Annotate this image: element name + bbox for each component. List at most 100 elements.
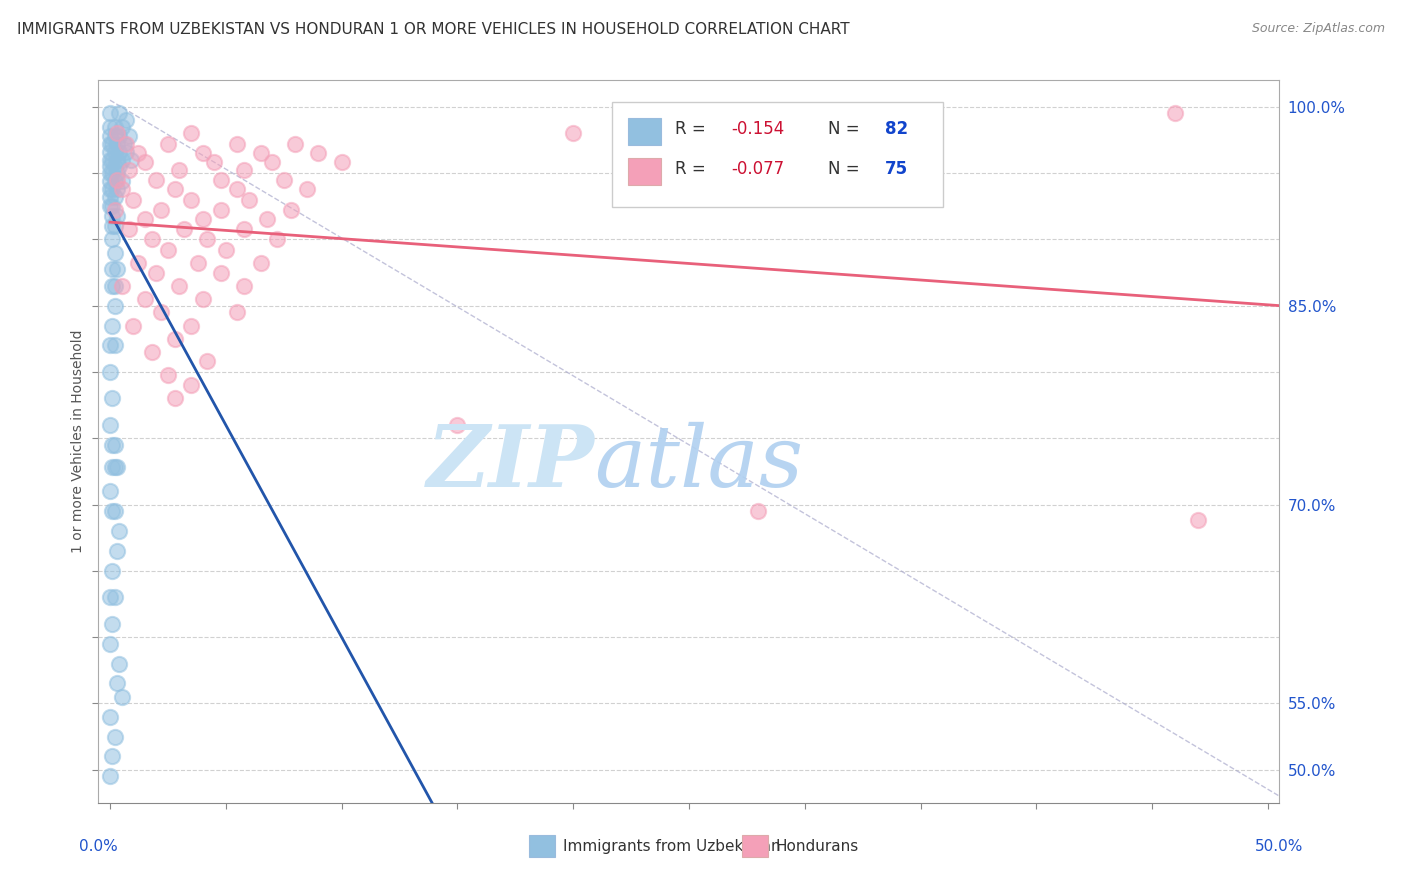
Point — [101, 166, 124, 180]
Point — [101, 318, 124, 333]
Point — [105, 676, 128, 690]
Point — [98, 160, 121, 174]
Point — [115, 113, 138, 128]
Point — [98, 338, 121, 352]
Text: -0.154: -0.154 — [731, 120, 785, 137]
Point — [98, 174, 121, 188]
Text: ZIP: ZIP — [426, 421, 595, 505]
Point — [169, 163, 191, 178]
Point — [98, 166, 121, 180]
Point — [105, 182, 128, 196]
Point — [1164, 106, 1187, 120]
Point — [266, 232, 288, 246]
Point — [120, 153, 142, 167]
Point — [115, 136, 138, 151]
Point — [117, 128, 139, 143]
Point — [145, 172, 167, 186]
FancyBboxPatch shape — [627, 158, 661, 185]
Point — [187, 256, 209, 270]
Point — [101, 136, 124, 151]
Point — [202, 155, 225, 169]
Y-axis label: 1 or more Vehicles in Household: 1 or more Vehicles in Household — [70, 330, 84, 553]
Point — [101, 749, 124, 764]
Point — [98, 190, 121, 204]
Point — [256, 212, 278, 227]
Point — [1187, 513, 1209, 527]
Point — [105, 172, 128, 186]
Point — [112, 136, 135, 151]
Point — [108, 128, 131, 143]
Point — [163, 332, 186, 346]
Point — [101, 278, 124, 293]
Point — [105, 153, 128, 167]
Point — [249, 146, 271, 161]
Point — [101, 199, 124, 213]
Point — [98, 591, 121, 605]
Point — [98, 136, 121, 151]
Point — [115, 145, 138, 159]
Point — [238, 193, 260, 207]
Point — [163, 392, 186, 406]
Point — [104, 190, 127, 204]
Point — [105, 544, 128, 558]
Point — [446, 417, 468, 432]
Point — [215, 243, 238, 257]
Point — [156, 243, 179, 257]
Point — [249, 256, 271, 270]
Point — [233, 278, 256, 293]
Point — [163, 182, 186, 196]
Point — [98, 709, 121, 723]
Point — [105, 166, 128, 180]
Point — [104, 338, 127, 352]
Text: N =: N = — [828, 161, 865, 178]
Point — [156, 136, 179, 151]
Point — [233, 221, 256, 235]
Text: N =: N = — [828, 120, 865, 137]
Point — [98, 769, 121, 783]
Point — [104, 504, 127, 518]
Point — [562, 126, 585, 140]
Point — [108, 524, 131, 538]
Point — [104, 203, 127, 218]
Text: IMMIGRANTS FROM UZBEKISTAN VS HONDURAN 1 OR MORE VEHICLES IN HOUSEHOLD CORRELATI: IMMIGRANTS FROM UZBEKISTAN VS HONDURAN 1… — [17, 22, 849, 37]
Text: 75: 75 — [884, 161, 908, 178]
Point — [209, 203, 232, 218]
Point — [104, 174, 127, 188]
Point — [104, 591, 127, 605]
FancyBboxPatch shape — [627, 118, 661, 145]
Point — [226, 182, 249, 196]
Point — [98, 417, 121, 432]
Text: Immigrants from Uzbekistan: Immigrants from Uzbekistan — [562, 838, 780, 854]
Point — [108, 657, 131, 671]
Point — [101, 261, 124, 276]
Point — [180, 126, 202, 140]
Point — [149, 305, 172, 319]
Point — [101, 392, 124, 406]
Point — [104, 438, 127, 452]
Point — [98, 153, 121, 167]
Point — [122, 193, 145, 207]
Point — [273, 172, 295, 186]
Point — [98, 365, 121, 379]
Point — [98, 182, 121, 196]
Point — [195, 354, 218, 368]
Text: atlas: atlas — [595, 422, 804, 505]
Point — [191, 212, 214, 227]
Point — [104, 219, 127, 233]
Point — [180, 193, 202, 207]
Point — [134, 155, 156, 169]
Point — [104, 120, 127, 134]
Point — [262, 155, 284, 169]
Point — [191, 292, 214, 306]
Text: Hondurans: Hondurans — [775, 838, 859, 854]
Point — [105, 209, 128, 223]
Point — [141, 232, 163, 246]
Point — [117, 163, 139, 178]
Point — [145, 266, 167, 280]
Point — [104, 145, 127, 159]
Point — [105, 261, 128, 276]
Point — [110, 174, 132, 188]
Point — [104, 730, 127, 744]
Point — [141, 345, 163, 359]
Point — [209, 266, 232, 280]
